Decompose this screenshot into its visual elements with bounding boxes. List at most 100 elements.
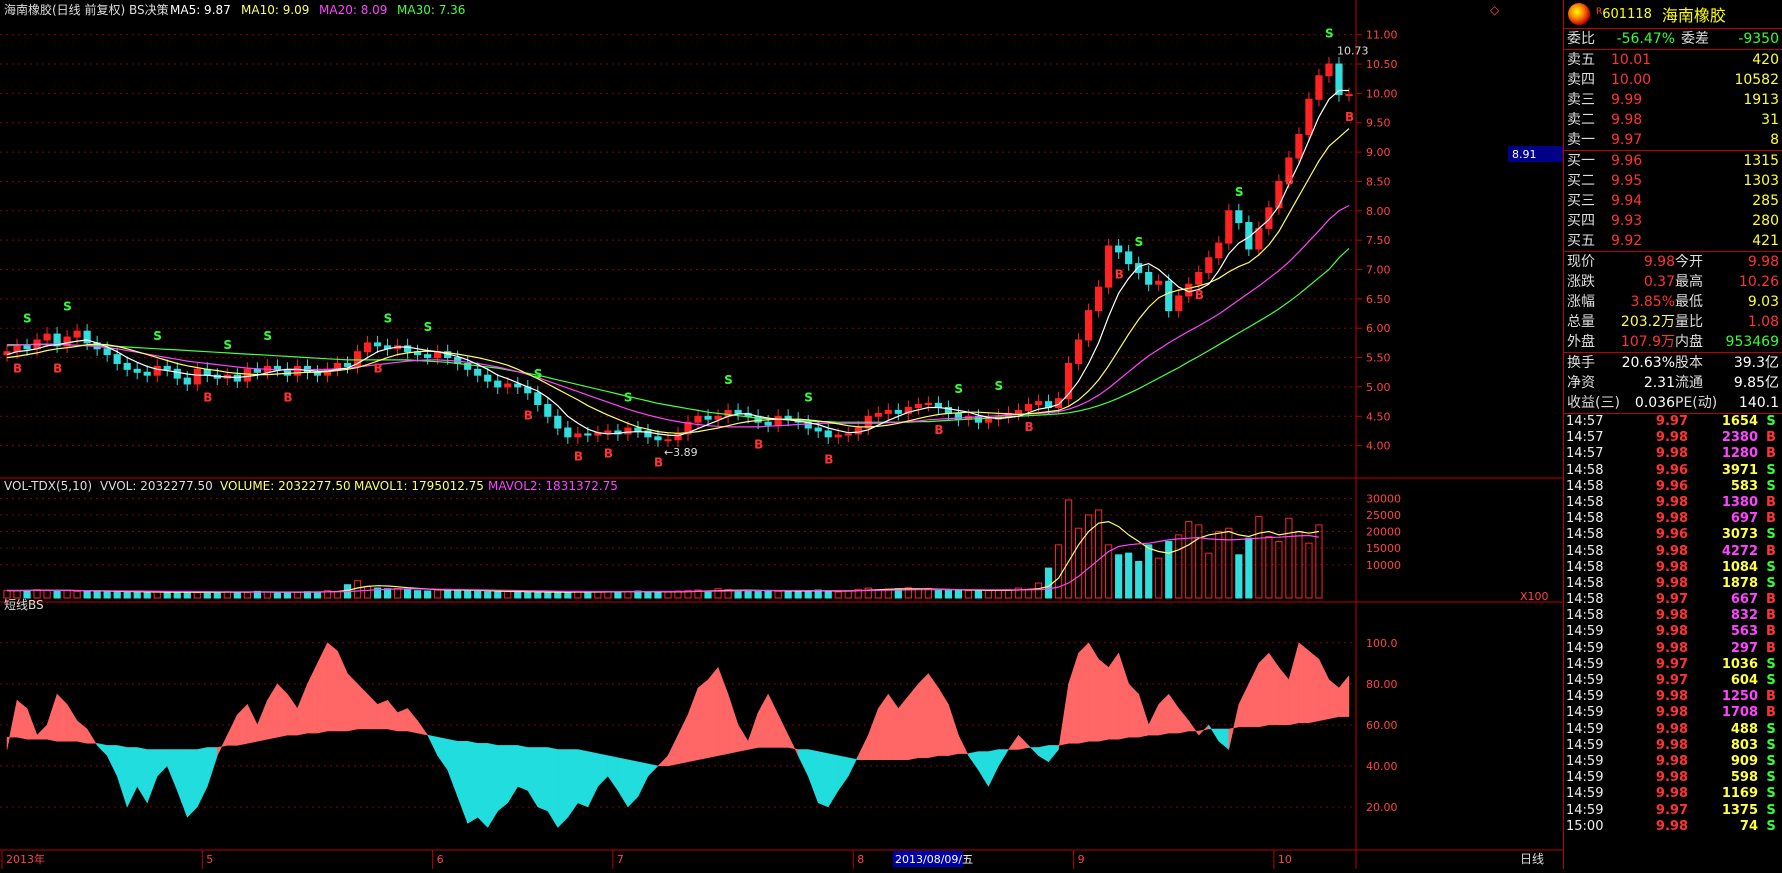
candle-body[interactable] <box>63 336 71 347</box>
volume-bar[interactable] <box>514 591 522 599</box>
candle-body[interactable] <box>153 365 161 376</box>
volume-bar[interactable] <box>424 590 432 599</box>
candle-body[interactable] <box>1175 295 1183 312</box>
volume-bar[interactable] <box>864 587 872 599</box>
volume-bar[interactable] <box>83 590 91 599</box>
volume-bar[interactable] <box>403 589 412 599</box>
candle-body[interactable] <box>464 362 472 370</box>
buy-order-row[interactable]: 买二 9.95 1303 <box>1564 171 1782 191</box>
candle-body[interactable] <box>934 402 942 408</box>
tick-row[interactable]: 14:59 9.98 909 S <box>1564 754 1782 770</box>
candle-body[interactable] <box>914 404 922 408</box>
candle-body[interactable] <box>43 333 51 341</box>
candle-body[interactable] <box>1335 63 1343 96</box>
tick-row[interactable]: 14:59 9.98 598 S <box>1564 770 1782 786</box>
candle-body[interactable] <box>1215 242 1223 259</box>
sell-order-row[interactable]: 卖三 9.99 1913 <box>1564 90 1782 110</box>
volume-bar[interactable] <box>1115 554 1123 599</box>
volume-bar[interactable] <box>554 591 562 599</box>
stat-row[interactable]: 现价 9.98 今开 9.98 <box>1564 252 1782 272</box>
volume-bar[interactable] <box>964 590 973 599</box>
top-marker-icon[interactable]: ◇ <box>1490 3 1500 17</box>
tick-row[interactable]: 14:58 9.97 667 B <box>1564 592 1782 608</box>
candle-body[interactable] <box>984 418 993 423</box>
volume-bar[interactable] <box>704 590 712 599</box>
candle-body[interactable] <box>403 345 412 353</box>
candle-body[interactable] <box>554 415 562 429</box>
volume-bar[interactable] <box>1014 587 1023 599</box>
candle-body[interactable] <box>834 434 842 438</box>
tick-row[interactable]: 14:59 9.98 1250 B <box>1564 689 1782 705</box>
fundamental-row[interactable]: 净资 2.31 流通 9.85亿 <box>1564 373 1782 393</box>
volume-bar[interactable] <box>1074 527 1083 599</box>
stat-row[interactable]: 外盘 107.9万 内盘 953469 <box>1564 332 1782 352</box>
candle-body[interactable] <box>584 433 592 436</box>
candle-body[interactable] <box>243 368 251 382</box>
volume-bar[interactable] <box>654 591 662 599</box>
sell-order-row[interactable]: 卖二 9.98 31 <box>1564 110 1782 130</box>
volume-bar[interactable] <box>233 591 241 599</box>
volume-bar[interactable] <box>33 589 41 599</box>
candle-body[interactable] <box>253 368 261 373</box>
volume-bar[interactable] <box>684 590 692 599</box>
volume-bar[interactable] <box>183 591 191 599</box>
candle-body[interactable] <box>143 371 151 376</box>
tick-row[interactable]: 14:58 9.96 3073 S <box>1564 527 1782 543</box>
volume-bar[interactable] <box>1085 514 1093 599</box>
candle-body[interactable] <box>564 427 572 438</box>
candle-body[interactable] <box>644 430 652 438</box>
candle-body[interactable] <box>23 345 31 350</box>
tick-row[interactable]: 14:58 9.96 583 S <box>1564 479 1782 495</box>
volume-bar[interactable] <box>944 589 953 599</box>
sell-order-row[interactable]: 卖四 10.00 10582 <box>1564 70 1782 90</box>
candle-body[interactable] <box>1135 263 1143 273</box>
volume-bar[interactable] <box>113 591 121 599</box>
candle-body[interactable] <box>123 362 131 370</box>
volume-bar[interactable] <box>123 591 131 599</box>
volume-bar[interactable] <box>414 590 422 599</box>
candle-body[interactable] <box>1345 94 1353 97</box>
candle-body[interactable] <box>363 342 372 353</box>
volume-bar[interactable] <box>313 591 322 599</box>
candle-body[interactable] <box>273 365 282 370</box>
tick-row[interactable]: 14:59 9.98 488 S <box>1564 722 1782 738</box>
volume-bar[interactable] <box>1165 541 1173 599</box>
volume-bar[interactable] <box>454 590 462 599</box>
candle-body[interactable] <box>544 404 552 417</box>
volume-bar[interactable] <box>1034 582 1043 599</box>
candle-body[interactable] <box>714 415 722 420</box>
candle-body[interactable] <box>484 374 492 382</box>
volume-bar[interactable] <box>1054 544 1063 599</box>
volume-bar[interactable] <box>804 590 812 599</box>
volume-bar[interactable] <box>393 587 402 599</box>
tick-row[interactable]: 14:59 9.97 604 S <box>1564 673 1782 689</box>
buy-order-row[interactable]: 买三 9.94 285 <box>1564 191 1782 211</box>
candle-body[interactable] <box>1165 280 1173 312</box>
stock-code[interactable]: R601118 <box>1596 6 1652 22</box>
volume-bar[interactable] <box>1044 567 1053 599</box>
candle-body[interactable] <box>1034 401 1043 406</box>
volume-bar[interactable] <box>724 589 732 599</box>
sell-order-row[interactable]: 卖五 10.01 420 <box>1564 50 1782 70</box>
tick-row[interactable]: 14:58 9.96 3971 S <box>1564 463 1782 479</box>
tick-row[interactable]: 14:59 9.98 1169 S <box>1564 786 1782 802</box>
candle-body[interactable] <box>694 415 702 423</box>
candle-body[interactable] <box>1145 271 1153 285</box>
candle-body[interactable] <box>53 333 61 347</box>
candle-body[interactable] <box>343 362 352 367</box>
volume-bar[interactable] <box>744 589 752 599</box>
volume-bar[interactable] <box>213 591 221 599</box>
fundamental-row[interactable]: 收益(三) 0.036 PE(动) 140.1 <box>1564 393 1782 413</box>
volume-bar[interactable] <box>784 591 792 599</box>
candle-body[interactable] <box>1074 339 1083 364</box>
candle-body[interactable] <box>904 406 912 414</box>
candle-body[interactable] <box>764 421 772 426</box>
volume-bar[interactable] <box>774 590 782 599</box>
candle-body[interactable] <box>193 368 201 385</box>
volume-bar[interactable] <box>323 590 332 599</box>
volume-bar[interactable] <box>1125 552 1133 599</box>
volume-bar[interactable] <box>1305 542 1313 599</box>
volume-bar[interactable] <box>1225 527 1233 599</box>
